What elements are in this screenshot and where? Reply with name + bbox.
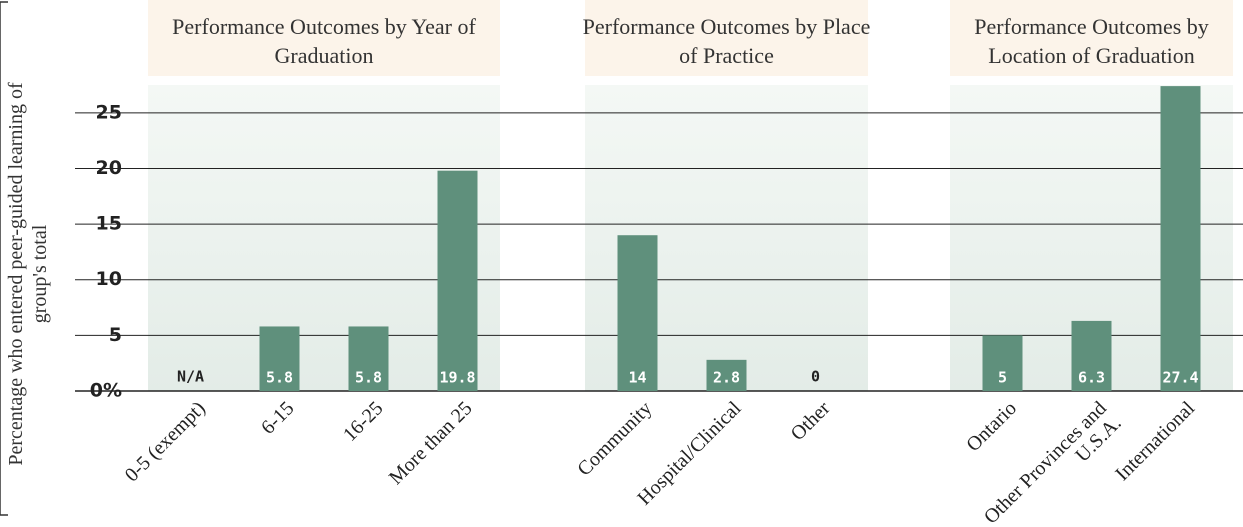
bar [617, 235, 658, 391]
bar [348, 326, 389, 391]
value-label: 14 [628, 369, 646, 387]
value-label: 19.8 [439, 369, 475, 387]
y-axis-label: Percentage who entered peer-guided learn… [5, 82, 51, 466]
bar [259, 326, 300, 391]
panel-title: Performance Outcomes by Year of Graduati… [172, 14, 476, 68]
bar [1160, 86, 1201, 391]
value-label: 6.3 [1078, 369, 1105, 387]
bar [982, 335, 1023, 391]
value-label: 5.8 [266, 369, 293, 387]
bracket [0, 1, 8, 516]
value-label: 27.4 [1162, 369, 1198, 387]
title-band [148, 0, 500, 76]
value-label: 0 [811, 368, 820, 386]
bar [706, 359, 747, 391]
title-band [950, 0, 1233, 76]
bar [1071, 320, 1112, 391]
panel-title: Performance Outcomes by Location of Grad… [974, 14, 1209, 68]
value-label: 5 [998, 369, 1007, 387]
bar [437, 170, 478, 391]
title-band [585, 0, 868, 76]
value-label: 5.8 [355, 369, 382, 387]
value-label: 2.8 [713, 369, 740, 387]
value-label: N/A [177, 368, 204, 386]
panel-title: Performance Outcomes by Place of Practic… [582, 14, 871, 68]
